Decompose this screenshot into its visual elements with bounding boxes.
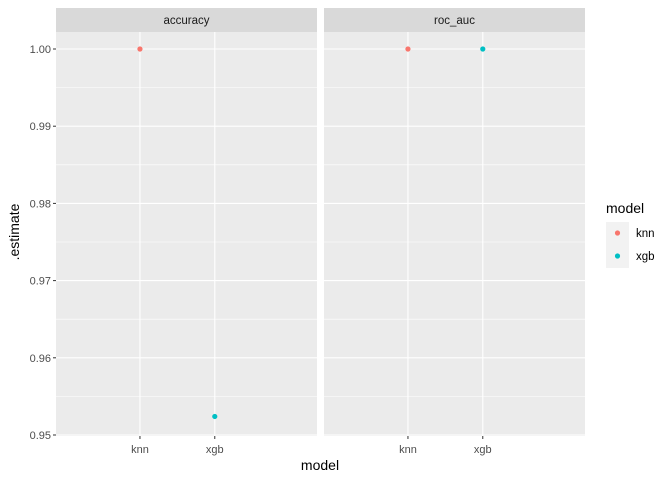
- y-tick-label: 0.98: [30, 198, 51, 210]
- legend-label-knn: knn: [636, 228, 655, 240]
- y-tick-label: 0.96: [30, 353, 51, 365]
- strip-label: accuracy: [163, 15, 209, 27]
- x-axis-title: model: [301, 457, 339, 473]
- strip-label: roc_auc: [434, 15, 475, 27]
- panel-background: [324, 32, 585, 436]
- y-tick-label: 0.99: [30, 121, 51, 133]
- y-axis: 0.95 0.96 0.97 0.98 0.99 1.00: [30, 44, 56, 442]
- y-tick-label: 0.95: [30, 430, 51, 442]
- data-point-accuracy-xgb: [212, 413, 218, 420]
- legend-key-knn: [614, 230, 621, 236]
- y-axis-title: .estimate: [6, 203, 22, 260]
- x-tick-label: xgb: [474, 444, 492, 456]
- data-point-roc_auc-xgb: [480, 46, 486, 52]
- x-tick-label: knn: [131, 444, 149, 456]
- data-point-accuracy-knn: [137, 46, 143, 52]
- x-tick-label: xgb: [206, 444, 224, 456]
- panel-background: [56, 32, 317, 436]
- legend-keys: knn xgb: [606, 222, 655, 268]
- y-tick-label: 0.97: [30, 276, 51, 288]
- legend: model knn xgb: [606, 200, 655, 268]
- legend-label-xgb: xgb: [636, 251, 655, 263]
- data-point-roc_auc-knn: [405, 46, 411, 52]
- x-tick-label: knn: [399, 444, 417, 456]
- strip-background: [324, 8, 585, 32]
- strip-background: [56, 8, 317, 32]
- legend-key-xgb: [614, 253, 621, 259]
- y-tick-label: 1.00: [30, 44, 51, 56]
- legend-title: model: [606, 200, 644, 216]
- panel-accuracy: accuracy knn xgb: [56, 8, 317, 456]
